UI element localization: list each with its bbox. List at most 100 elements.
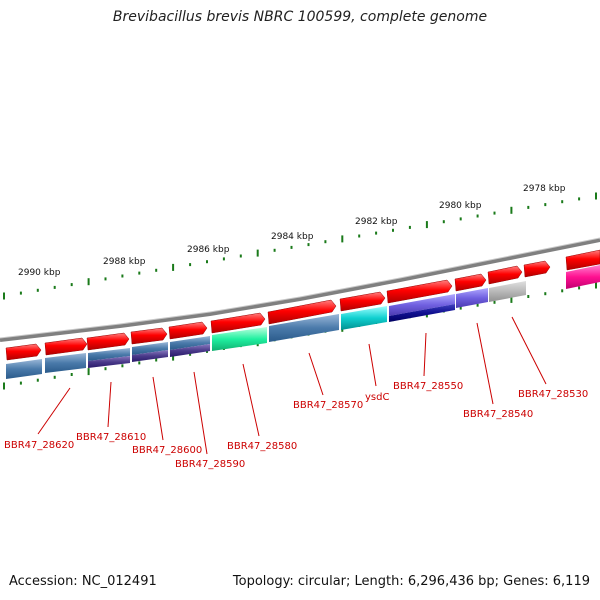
gene-arrow[interactable]: [267, 299, 337, 325]
major-tick: [510, 295, 513, 303]
gene-arrow[interactable]: [565, 249, 600, 271]
feature-block[interactable]: [341, 306, 387, 330]
minor-tick: [189, 352, 192, 356]
feature-block[interactable]: [489, 281, 526, 302]
minor-tick: [408, 225, 411, 229]
minor-tick: [459, 217, 462, 221]
minor-tick: [307, 243, 310, 247]
tick-label: 2978 kbp: [523, 184, 566, 194]
gene-arrow[interactable]: [210, 312, 266, 334]
gene-label[interactable]: BBR47_28580: [227, 441, 297, 452]
minor-tick: [527, 295, 530, 298]
minor-tick: [392, 228, 394, 232]
leader-line: [511, 316, 547, 385]
feature-block[interactable]: [170, 336, 210, 350]
gene-arrow[interactable]: [44, 337, 88, 356]
feature-block[interactable]: [6, 359, 42, 379]
major-tick: [425, 221, 428, 229]
feature-block[interactable]: [132, 350, 168, 362]
feature-block[interactable]: [389, 304, 455, 322]
minor-tick: [36, 288, 39, 292]
gene-label[interactable]: ysdC: [365, 392, 389, 403]
minor-tick: [155, 358, 158, 362]
feature-block[interactable]: [132, 342, 168, 355]
feature-block[interactable]: [88, 348, 130, 361]
minor-tick: [155, 268, 158, 272]
major-tick: [87, 368, 90, 376]
major-tick: [510, 206, 513, 214]
feature-blocks: [6, 265, 600, 379]
gene-arrow[interactable]: [454, 273, 487, 292]
minor-tick: [104, 277, 107, 281]
minor-tick: [442, 220, 445, 224]
gene-label[interactable]: BBR47_28620: [4, 440, 74, 451]
major-tick: [3, 382, 5, 390]
gene-arrow[interactable]: [487, 265, 523, 285]
tick-marks-outer: [3, 192, 597, 300]
gene-arrow[interactable]: [86, 332, 130, 351]
minor-tick: [121, 274, 124, 278]
minor-tick: [53, 285, 56, 289]
major-tick: [595, 192, 597, 200]
leader-line: [193, 371, 208, 455]
minor-tick: [561, 289, 564, 293]
minor-tick: [561, 200, 564, 204]
major-tick: [172, 353, 175, 361]
label-leaders: [37, 316, 547, 455]
feature-block[interactable]: [45, 353, 86, 373]
major-tick: [341, 235, 344, 243]
tick-label: 2990 kbp: [18, 268, 61, 278]
major-tick: [87, 278, 90, 286]
minor-tick: [239, 254, 242, 258]
gene-label[interactable]: BBR47_28530: [518, 389, 588, 400]
map-title: Brevibacillus brevis NBRC 100599, comple…: [112, 9, 488, 25]
tick-label: 2986 kbp: [187, 245, 230, 255]
gene-arrow[interactable]: [386, 279, 453, 304]
leader-line: [308, 352, 324, 396]
feature-block[interactable]: [456, 288, 488, 308]
minor-tick: [544, 292, 547, 296]
minor-tick: [459, 306, 462, 310]
minor-tick: [493, 211, 496, 215]
major-tick: [256, 249, 259, 257]
leader-line: [242, 363, 260, 437]
gene-label[interactable]: BBR47_28600: [132, 445, 202, 456]
feature-block[interactable]: [269, 314, 339, 342]
feature-block[interactable]: [212, 327, 267, 351]
minor-tick: [206, 260, 208, 264]
gene-label[interactable]: BBR47_28590: [175, 459, 245, 470]
forward-genes: [5, 249, 600, 361]
minor-tick: [121, 364, 124, 368]
genome-summary-text: Topology: circular; Length: 6,296,436 bp…: [232, 574, 590, 589]
minor-tick: [358, 234, 361, 238]
tick-label: 2984 kbp: [271, 232, 314, 242]
minor-tick: [70, 283, 73, 287]
gene-arrow[interactable]: [523, 260, 551, 278]
tick-label: 2980 kbp: [439, 201, 482, 211]
feature-block[interactable]: [170, 344, 210, 357]
leader-line: [423, 332, 427, 377]
gene-label[interactable]: BBR47_28610: [76, 432, 146, 443]
minor-tick: [70, 373, 73, 376]
minor-tick: [527, 205, 530, 209]
feature-block[interactable]: [389, 294, 455, 316]
gene-label[interactable]: BBR47_28550: [393, 381, 463, 392]
gene-label[interactable]: BBR47_28570: [293, 400, 363, 411]
tick-label: 2988 kbp: [103, 257, 146, 267]
minor-tick: [324, 240, 327, 244]
leader-line: [152, 376, 164, 441]
minor-tick: [493, 300, 496, 304]
gene-arrow[interactable]: [168, 321, 208, 340]
gene-arrow[interactable]: [339, 291, 386, 312]
minor-tick: [53, 375, 56, 379]
feature-block[interactable]: [88, 356, 130, 368]
leader-line: [37, 387, 71, 435]
major-tick: [595, 281, 597, 289]
gene-arrow[interactable]: [130, 327, 168, 345]
gene-label[interactable]: BBR47_28540: [463, 409, 533, 420]
minor-tick: [138, 361, 141, 365]
tick-label: 2982 kbp: [355, 217, 398, 227]
gene-arrow[interactable]: [5, 343, 42, 361]
feature-block[interactable]: [566, 265, 600, 289]
